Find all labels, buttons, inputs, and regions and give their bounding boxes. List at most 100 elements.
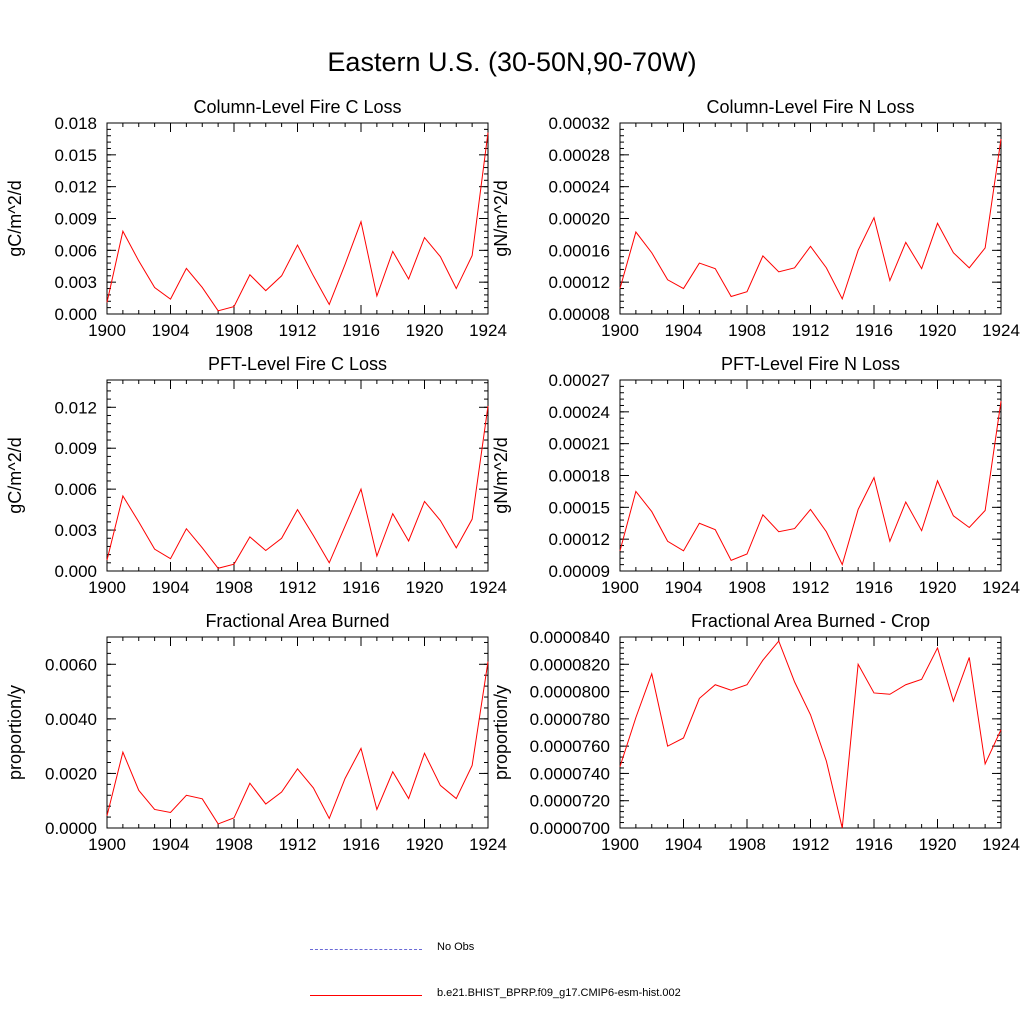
x-tick-label: 1920	[406, 321, 444, 340]
panel-pft-c-loss: PFT-Level Fire C Loss 1900 1904 1908 1912 191…	[5, 354, 507, 597]
x-tick-label: 1904	[665, 578, 703, 597]
x-tick-label: 1912	[792, 835, 830, 854]
x-tick-label: 1920	[919, 835, 957, 854]
x-tick-label: 1900	[601, 835, 639, 854]
x-tick-label: 1900	[88, 321, 126, 340]
series-line	[619, 640, 1002, 829]
x-tick-label: 1900	[601, 578, 639, 597]
legend-label-no-obs: No Obs	[437, 941, 475, 953]
y-tick-label: 0.009	[54, 439, 97, 458]
y-tick-label: 0.00008	[549, 305, 610, 324]
y-tick-label: 0.012	[54, 178, 97, 197]
x-tick-label: 1924	[469, 321, 507, 340]
y-tick-label: 0.0000	[45, 819, 97, 838]
y-tick-label: 0.009	[54, 210, 97, 229]
x-tick-label: 1908	[215, 578, 253, 597]
y-tick-label: 0.00021	[549, 435, 610, 454]
legend-item-case: b.e21.BHIST_BPRP.f09_g17.CMIP6-esm-hist.…	[310, 986, 810, 1006]
y-tick-label: 0.00018	[549, 467, 610, 486]
x-tick-label: 1924	[469, 578, 507, 597]
x-tick-label: 1916	[855, 321, 893, 340]
panel-title: Column-Level Fire N Loss	[706, 97, 914, 117]
x-tick-label: 1912	[279, 578, 317, 597]
x-tick-label: 1908	[215, 321, 253, 340]
plot-frame	[619, 379, 1002, 572]
y-tick-label: 0.00009	[549, 562, 610, 581]
panel-column-c-loss: Column-Level Fire C Loss 1900 1904 1908 1912…	[5, 97, 507, 340]
y-tick-label: 0.00024	[549, 178, 610, 197]
x-tick-label: 1916	[855, 835, 893, 854]
x-tick-label: 1900	[88, 578, 126, 597]
y-tick-label: 0.00032	[549, 114, 610, 133]
x-tick-label: 1920	[919, 321, 957, 340]
y-tick-label: 0.0040	[45, 710, 97, 729]
y-tick-label: 0.00020	[549, 210, 610, 229]
x-tick-label: 1904	[665, 835, 703, 854]
y-tick-label: 0.0000760	[530, 737, 610, 756]
y-tick-label: 0.0000720	[530, 792, 610, 811]
x-tick-label: 1924	[982, 321, 1020, 340]
x-tick-label: 1916	[342, 321, 380, 340]
series-line	[619, 138, 1002, 301]
y-tick-label: 0.00012	[549, 530, 610, 549]
panel-title: Fractional Area Burned	[205, 611, 389, 631]
y-tick-label: 0.00015	[549, 498, 610, 517]
panel-title: Column-Level Fire C Loss	[193, 97, 401, 117]
plot-frame	[106, 636, 489, 829]
panel-column-n-loss: Column-Level Fire N Loss 1900 1904 1908 1912…	[491, 97, 1020, 340]
y-tick-label: 0.000	[54, 305, 97, 324]
panel-area-burned-crop: Fractional Area Burned - Crop 1900 1904 190…	[491, 611, 1020, 854]
series-line	[619, 401, 1002, 567]
figure-title: Eastern U.S. (30-50N,90-70W)	[327, 47, 697, 77]
y-tick-label: 0.0000840	[530, 628, 610, 647]
x-tick-label: 1904	[152, 835, 190, 854]
x-tick-label: 1912	[792, 578, 830, 597]
x-tick-label: 1908	[728, 835, 766, 854]
x-tick-label: 1900	[88, 835, 126, 854]
x-tick-label: 1912	[792, 321, 830, 340]
x-tick-label: 1904	[665, 321, 703, 340]
y-tick-label: 0.003	[54, 273, 97, 292]
y-axis-label: gC/m^2/d	[5, 180, 25, 256]
legend-swatch-dashed	[310, 949, 422, 950]
x-tick-label: 1920	[919, 578, 957, 597]
y-tick-label: 0.0000740	[530, 764, 610, 783]
y-axis-label: proportion/y	[491, 685, 511, 780]
y-tick-label: 0.00024	[549, 403, 610, 422]
y-tick-label: 0.012	[54, 398, 97, 417]
legend-label-case: b.e21.BHIST_BPRP.f09_g17.CMIP6-esm-hist.…	[437, 987, 681, 999]
series-line	[106, 661, 489, 825]
plot-frame	[106, 379, 489, 572]
panel-pft-n-loss: PFT-Level Fire N Loss 1900 1904 1908 1912 191…	[491, 354, 1020, 597]
x-tick-label: 1904	[152, 321, 190, 340]
panel-area-burned: Fractional Area Burned 1900 1904 1908 1912 19…	[5, 611, 507, 854]
x-tick-label: 1908	[215, 835, 253, 854]
panel-title: PFT-Level Fire C Loss	[208, 354, 387, 374]
y-tick-label: 0.00012	[549, 273, 610, 292]
plot-frame	[619, 636, 1002, 829]
series-line	[106, 132, 489, 312]
y-tick-label: 0.018	[54, 114, 97, 133]
y-tick-label: 0.00027	[549, 371, 610, 390]
y-tick-label: 0.006	[54, 241, 97, 260]
panel-title: Fractional Area Burned - Crop	[691, 611, 930, 631]
y-tick-label: 0.0060	[45, 655, 97, 674]
y-axis-label: gC/m^2/d	[5, 437, 25, 513]
plot-frame	[106, 122, 489, 315]
y-tick-label: 0.0000800	[530, 683, 610, 702]
legend-swatch-red	[310, 995, 422, 996]
legend-item-no-obs: No Obs	[310, 940, 810, 960]
y-tick-label: 0.000	[54, 562, 97, 581]
y-tick-label: 0.0000780	[530, 710, 610, 729]
y-tick-label: 0.003	[54, 521, 97, 540]
y-axis-label: gN/m^2/d	[491, 437, 511, 513]
y-tick-label: 0.015	[54, 146, 97, 165]
x-tick-label: 1916	[342, 578, 380, 597]
x-tick-label: 1920	[406, 578, 444, 597]
x-tick-label: 1908	[728, 578, 766, 597]
x-tick-label: 1920	[406, 835, 444, 854]
y-tick-label: 0.006	[54, 480, 97, 499]
y-tick-label: 0.0020	[45, 764, 97, 783]
x-tick-label: 1912	[279, 835, 317, 854]
